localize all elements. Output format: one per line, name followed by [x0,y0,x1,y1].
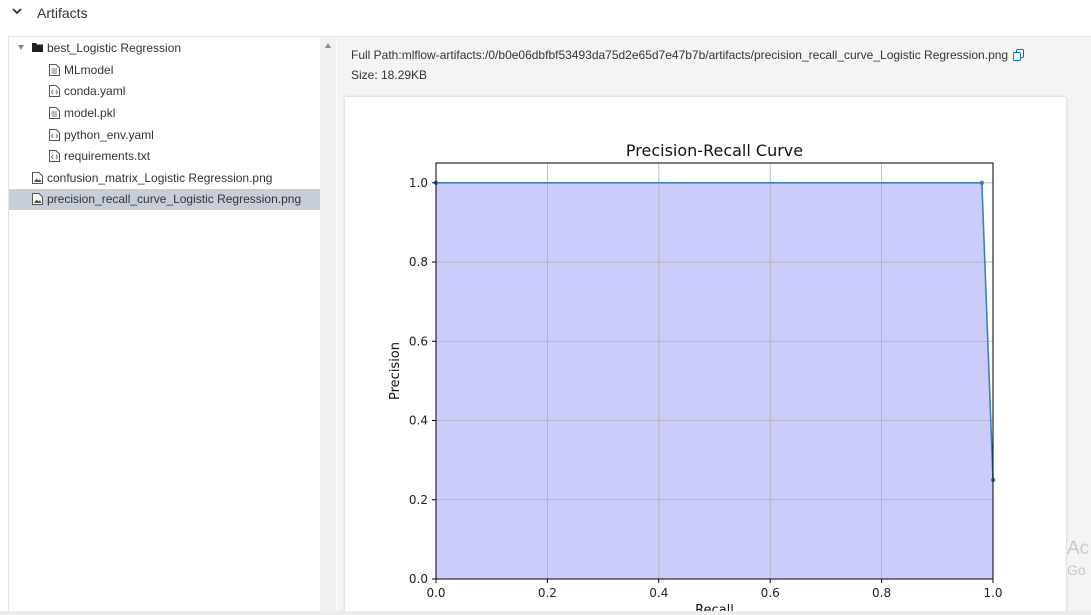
scroll-up-icon[interactable] [325,43,331,48]
tree-item-conda-yaml[interactable]: conda.yaml [9,81,321,101]
section-title: Artifacts [37,5,88,21]
y-tick-label: 0.2 [409,493,428,507]
y-tick-label: 0.8 [409,255,428,269]
x-tick-label: 0.8 [872,586,891,600]
tree-item-label: python_env.yaml [64,128,154,142]
y-tick-label: 0.0 [409,572,428,586]
image-file-icon [32,172,43,184]
tree-item-label: model.pkl [64,106,116,120]
tree-item-label: MLmodel [64,63,114,77]
tree-toggle-icon[interactable] [18,45,24,50]
file-info-bar: Full Path:mlflow-artifacts:/0/b0e06dbfbf… [337,37,1091,89]
tree-scrollbar[interactable] [320,37,336,615]
chart-title: Precision-Recall Curve [626,141,803,160]
activation-watermark-line1: Ac [1067,538,1090,559]
copy-icon[interactable] [1013,49,1025,61]
bottom-scrollbar[interactable] [0,611,1091,615]
tree-item-requirements-txt[interactable]: requirements.txt [9,146,321,166]
tree-item-confusion-matrix-png[interactable]: confusion_matrix_Logistic Regression.png [9,168,321,188]
y-tick-label: 0.6 [409,334,428,348]
full-path-label: Full Path: [351,48,402,62]
tree-item-label: conda.yaml [64,84,126,98]
tree-item-python-env-yaml[interactable]: python_env.yaml [9,125,321,145]
tree-item-folder[interactable]: best_Logistic Regression [9,38,321,58]
tree-item-mlmodel[interactable]: MLmodel [9,60,321,80]
tree-item-label: best_Logistic Regression [47,41,182,55]
x-tick-label: 0.6 [761,586,780,600]
x-tick-label: 0.4 [649,586,668,600]
full-path: Full Path:mlflow-artifacts:/0/b0e06dbfbf… [351,48,1025,62]
chevron-down-icon[interactable] [10,4,24,18]
tree-item-label: precision_recall_curve_Logistic Regressi… [47,192,302,206]
file-icon [49,107,60,119]
divider [8,36,1091,37]
y-tick-label: 1.0 [409,176,428,190]
plot-frame [435,162,994,580]
y-tick-label: 0.4 [409,414,428,428]
data-point [979,180,985,186]
code-file-icon [49,85,60,97]
x-tick-label: 0.0 [426,586,445,600]
full-path-value: mlflow-artifacts:/0/b0e06dbfbf53493da75d… [401,48,1009,62]
tree-item-precision-recall-png[interactable]: precision_recall_curve_Logistic Regressi… [9,189,321,210]
tree-item-label: requirements.txt [64,149,151,163]
tree-item-label: confusion_matrix_Logistic Regression.png [47,171,273,185]
code-file-icon [49,150,60,162]
image-file-icon [32,193,43,205]
y-axis-label: Precision [388,342,403,400]
x-tick-label: 0.2 [538,586,557,600]
file-size: Size: 18.29KB [351,68,428,82]
folder-icon [32,43,43,52]
x-tick-label: 1.0 [983,586,1002,600]
artifacts-header[interactable]: Artifacts [0,0,1091,26]
precision-recall-chart: 0.0 0.2 0.4 0.6 0.8 1.0 0.0 0.2 0.4 0.6 0.8 1.0 Prec… [388,141,1003,615]
code-file-icon [49,129,60,141]
artifact-tree: best_Logistic Regression MLmodel conda.y… [8,37,321,615]
tree-item-model-pkl[interactable]: model.pkl [9,103,321,123]
activation-watermark-line2: Go [1067,562,1086,578]
file-icon [49,64,60,76]
area-fill [436,182,993,580]
